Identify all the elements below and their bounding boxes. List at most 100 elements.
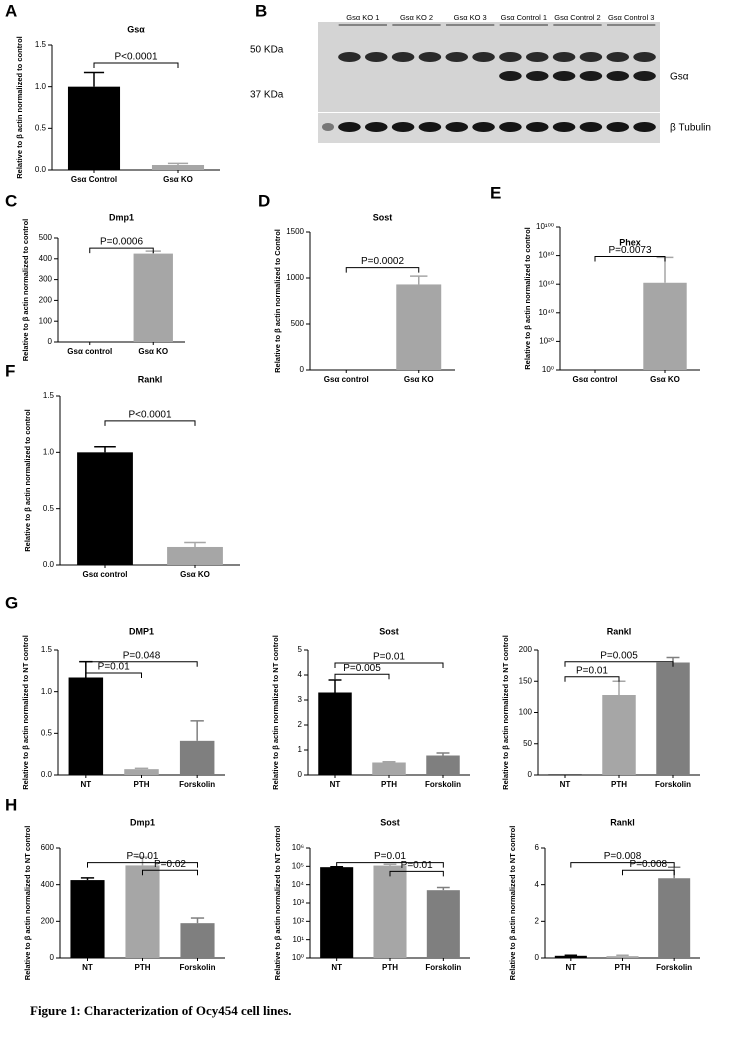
p-value: P<0.0001 bbox=[114, 52, 158, 63]
y-tick-label: 1 bbox=[298, 745, 303, 754]
y-tick-label: 10³ bbox=[292, 898, 304, 907]
blot-band bbox=[391, 52, 415, 62]
panel-letter: A bbox=[5, 1, 17, 20]
x-tick-label: Forskolin bbox=[179, 963, 215, 972]
band-label: β Tubulin bbox=[670, 123, 711, 134]
y-axis-label: Relative to β actin normalized to contro… bbox=[523, 227, 532, 370]
blot-band bbox=[472, 52, 495, 62]
y-tick-label: 10²⁰ bbox=[539, 337, 554, 346]
x-tick-label: PTH bbox=[134, 780, 150, 789]
caption: Figure 1: Characterization of Ocy454 cel… bbox=[30, 1003, 292, 1018]
y-tick-label: 600 bbox=[41, 843, 55, 852]
y-tick-label: 400 bbox=[41, 880, 55, 889]
x-tick-label: Gsα control bbox=[83, 570, 128, 579]
error-bar bbox=[190, 720, 204, 741]
x-tick-label: NT bbox=[80, 780, 91, 789]
blot-band bbox=[552, 122, 576, 132]
panel-letter: H bbox=[5, 795, 17, 814]
blot-band bbox=[445, 122, 469, 132]
p-value: P=0.008 bbox=[604, 851, 642, 862]
bar bbox=[643, 282, 687, 370]
blot-band bbox=[525, 52, 549, 62]
blot-band bbox=[552, 52, 576, 62]
blot-band bbox=[338, 52, 361, 62]
bar bbox=[658, 878, 691, 958]
panel-letter: E bbox=[490, 183, 501, 202]
y-tick-label: 2 bbox=[298, 720, 303, 729]
blot-band bbox=[633, 71, 656, 81]
y-tick-label: 0.5 bbox=[35, 123, 47, 132]
blot-band bbox=[579, 71, 603, 81]
bar bbox=[548, 774, 582, 775]
x-tick-label: Gsα control bbox=[324, 375, 369, 384]
significance-bracket bbox=[85, 672, 142, 678]
error-bar bbox=[94, 445, 116, 453]
y-tick-label: 0 bbox=[300, 365, 305, 374]
bar bbox=[656, 662, 690, 775]
y-tick-label: 0 bbox=[298, 770, 303, 779]
bar bbox=[124, 769, 159, 775]
y-tick-label: 10⁴ bbox=[292, 880, 305, 889]
panel-letter: C bbox=[5, 191, 17, 210]
y-tick-label: 10¹ bbox=[292, 935, 304, 944]
error-bar bbox=[410, 275, 428, 285]
p-value: P=0.01 bbox=[576, 665, 608, 676]
x-tick-label: Gsα control bbox=[67, 347, 112, 356]
y-axis-label: Relative to β actin normalized to NT con… bbox=[21, 635, 30, 790]
blot-band bbox=[499, 122, 522, 132]
y-tick-label: 50 bbox=[523, 739, 532, 748]
significance-bracket bbox=[334, 673, 390, 680]
lane-label: Gsα Control 2 bbox=[554, 13, 600, 22]
bar bbox=[133, 253, 173, 342]
p-value: P=0.0006 bbox=[100, 237, 144, 248]
y-tick-label: 6 bbox=[535, 843, 540, 852]
bar bbox=[602, 695, 636, 775]
x-tick-label: Forskolin bbox=[179, 780, 215, 789]
blot-band bbox=[606, 122, 630, 132]
y-tick-label: 10⁵ bbox=[292, 861, 304, 870]
bar bbox=[151, 165, 205, 170]
panel-letter: F bbox=[5, 361, 15, 380]
band-label: Gsα bbox=[670, 72, 689, 83]
error-bar bbox=[382, 761, 396, 763]
p-value: P=0.01 bbox=[401, 860, 433, 871]
marker-label: 37 KDa bbox=[250, 90, 284, 101]
x-tick-label: NT bbox=[331, 963, 342, 972]
p-value: P=0.01 bbox=[127, 851, 159, 862]
chart-title: Dmp1 bbox=[109, 212, 134, 222]
y-tick-label: 10⁶⁰ bbox=[539, 279, 554, 288]
y-tick-label: 3 bbox=[298, 695, 303, 704]
blot-band bbox=[525, 122, 549, 132]
y-axis-label: Relative to β actin normalized to NT con… bbox=[271, 635, 280, 790]
p-value: P=0.005 bbox=[343, 663, 381, 674]
bar bbox=[372, 762, 406, 775]
x-tick-label: Forskolin bbox=[425, 963, 461, 972]
chart-title: Sost bbox=[379, 626, 399, 636]
y-tick-label: 10⁴⁰ bbox=[538, 308, 554, 317]
x-tick-label: NT bbox=[330, 780, 341, 789]
blot-band bbox=[338, 122, 361, 132]
lane-label: Gsα KO 3 bbox=[454, 13, 487, 22]
y-tick-label: 4 bbox=[298, 670, 303, 679]
blot-band bbox=[579, 52, 603, 62]
y-tick-label: 1.5 bbox=[35, 40, 47, 49]
lane-label: Gsα KO 2 bbox=[400, 13, 433, 22]
bar bbox=[320, 867, 354, 958]
y-tick-label: 1.0 bbox=[43, 447, 55, 456]
blot-band bbox=[552, 71, 576, 81]
error-bar bbox=[328, 679, 342, 693]
y-axis-label: Relative to β actin normalized to Contro… bbox=[273, 229, 282, 373]
p-value: P=0.048 bbox=[123, 650, 161, 661]
y-tick-label: 1.0 bbox=[41, 687, 53, 696]
error-bar bbox=[80, 877, 95, 881]
y-tick-label: 0.5 bbox=[43, 504, 55, 513]
blot-band bbox=[606, 71, 630, 81]
blot-band bbox=[579, 122, 603, 132]
y-tick-label: 150 bbox=[519, 676, 533, 685]
y-axis-label: Relative to β actin normalized to NT con… bbox=[501, 635, 510, 790]
x-tick-label: Gsα KO bbox=[650, 375, 680, 384]
chart-title: Dmp1 bbox=[130, 817, 155, 827]
x-tick-label: Gsα KO bbox=[404, 375, 434, 384]
x-tick-label: Gsα Control bbox=[71, 175, 117, 184]
y-tick-label: 0.5 bbox=[41, 728, 53, 737]
